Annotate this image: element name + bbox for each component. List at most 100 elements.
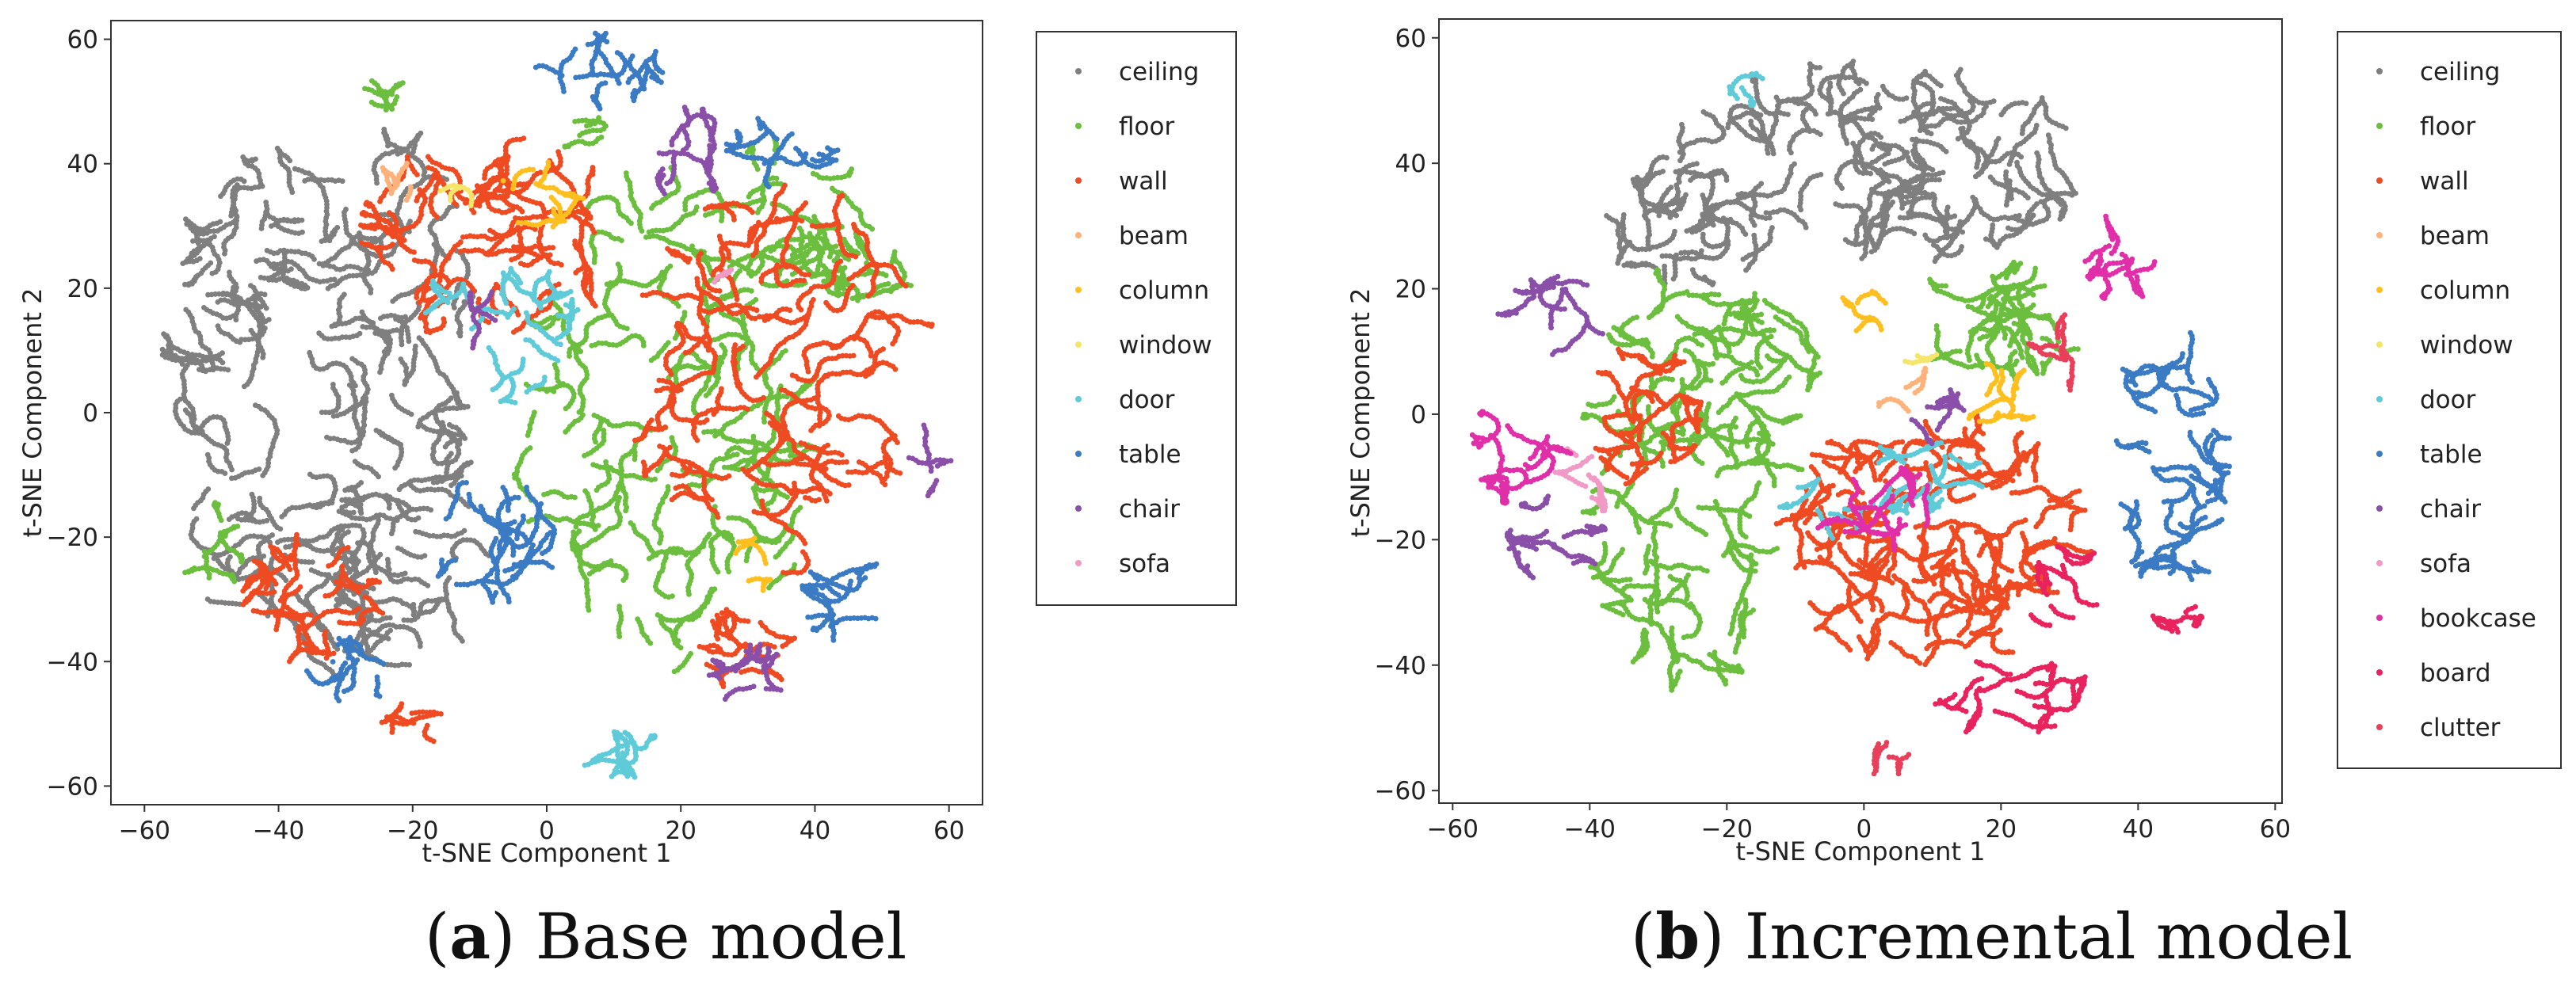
data-point bbox=[657, 540, 662, 546]
data-point bbox=[394, 94, 400, 100]
data-point bbox=[761, 419, 767, 425]
data-point bbox=[456, 329, 462, 336]
data-point bbox=[325, 336, 331, 342]
data-point bbox=[205, 486, 212, 492]
data-point bbox=[711, 411, 717, 417]
panel-a-scatter-points bbox=[159, 30, 954, 780]
data-point bbox=[846, 173, 852, 178]
data-point bbox=[374, 180, 380, 186]
data-point bbox=[460, 638, 465, 644]
data-point bbox=[392, 465, 398, 471]
data-point bbox=[413, 528, 418, 535]
data-point bbox=[763, 375, 769, 381]
data-point bbox=[311, 257, 317, 262]
data-point bbox=[377, 369, 383, 375]
data-point bbox=[823, 299, 829, 306]
data-point bbox=[342, 592, 349, 599]
data-point bbox=[357, 230, 362, 236]
data-point bbox=[443, 406, 449, 411]
data-point bbox=[385, 143, 391, 149]
data-point bbox=[744, 149, 750, 155]
data-point bbox=[368, 290, 374, 295]
data-point bbox=[635, 616, 641, 623]
data-point bbox=[264, 517, 270, 524]
data-point bbox=[258, 303, 264, 310]
data-point bbox=[814, 270, 820, 276]
data-point bbox=[262, 326, 268, 331]
data-point bbox=[719, 360, 725, 365]
data-point bbox=[357, 523, 363, 529]
data-point bbox=[249, 491, 255, 497]
data-point bbox=[446, 421, 452, 428]
data-point bbox=[199, 230, 205, 236]
data-point bbox=[737, 381, 743, 387]
data-point bbox=[567, 353, 572, 359]
data-point bbox=[833, 243, 839, 249]
data-point bbox=[224, 440, 231, 446]
data-point bbox=[721, 464, 727, 470]
data-point bbox=[334, 646, 341, 652]
data-point bbox=[761, 394, 766, 401]
data-point bbox=[753, 297, 759, 303]
data-point bbox=[324, 434, 330, 440]
data-point bbox=[376, 626, 383, 632]
data-point bbox=[448, 451, 454, 457]
data-point bbox=[257, 495, 263, 501]
data-point bbox=[185, 362, 190, 368]
data-point bbox=[624, 326, 630, 332]
data-point bbox=[218, 193, 223, 200]
data-point bbox=[222, 533, 228, 539]
data-point bbox=[389, 392, 395, 398]
data-point bbox=[349, 356, 355, 362]
data-point bbox=[263, 200, 269, 205]
data-point bbox=[705, 347, 712, 353]
data-point bbox=[300, 229, 305, 235]
data-point bbox=[283, 544, 288, 550]
data-point bbox=[395, 497, 402, 504]
data-point bbox=[759, 498, 765, 504]
data-point bbox=[572, 119, 578, 124]
data-point bbox=[332, 228, 338, 234]
data-point bbox=[239, 552, 244, 558]
data-point bbox=[448, 482, 454, 489]
data-point bbox=[407, 219, 413, 224]
data-point bbox=[355, 540, 361, 546]
data-point bbox=[425, 583, 431, 588]
data-point bbox=[292, 166, 298, 172]
data-point bbox=[256, 467, 262, 472]
data-point bbox=[368, 647, 374, 653]
data-point bbox=[764, 443, 770, 448]
data-point bbox=[230, 572, 235, 578]
data-point bbox=[329, 500, 335, 506]
data-point bbox=[719, 218, 724, 223]
data-point bbox=[197, 256, 203, 261]
data-point bbox=[373, 569, 379, 576]
data-point bbox=[410, 601, 417, 607]
data-point bbox=[269, 532, 275, 538]
data-point bbox=[318, 177, 324, 183]
data-point bbox=[646, 229, 652, 235]
data-point bbox=[339, 334, 345, 340]
data-point bbox=[616, 604, 623, 609]
data-point bbox=[226, 516, 232, 522]
data-point bbox=[325, 285, 331, 291]
data-point bbox=[811, 214, 817, 219]
data-point bbox=[206, 575, 212, 581]
data-point bbox=[667, 263, 674, 269]
data-point bbox=[671, 668, 677, 675]
data-point bbox=[659, 269, 666, 276]
data-point bbox=[719, 342, 725, 348]
data-point bbox=[758, 252, 764, 258]
data-point bbox=[329, 177, 335, 183]
data-point bbox=[342, 437, 348, 444]
data-point bbox=[331, 276, 338, 283]
data-point bbox=[208, 260, 214, 266]
data-point bbox=[390, 298, 396, 304]
data-point bbox=[454, 390, 460, 396]
data-point bbox=[403, 314, 408, 320]
data-point bbox=[183, 307, 189, 313]
data-point bbox=[341, 599, 347, 605]
data-point bbox=[456, 437, 463, 444]
data-point bbox=[586, 571, 593, 577]
data-point bbox=[838, 452, 845, 458]
